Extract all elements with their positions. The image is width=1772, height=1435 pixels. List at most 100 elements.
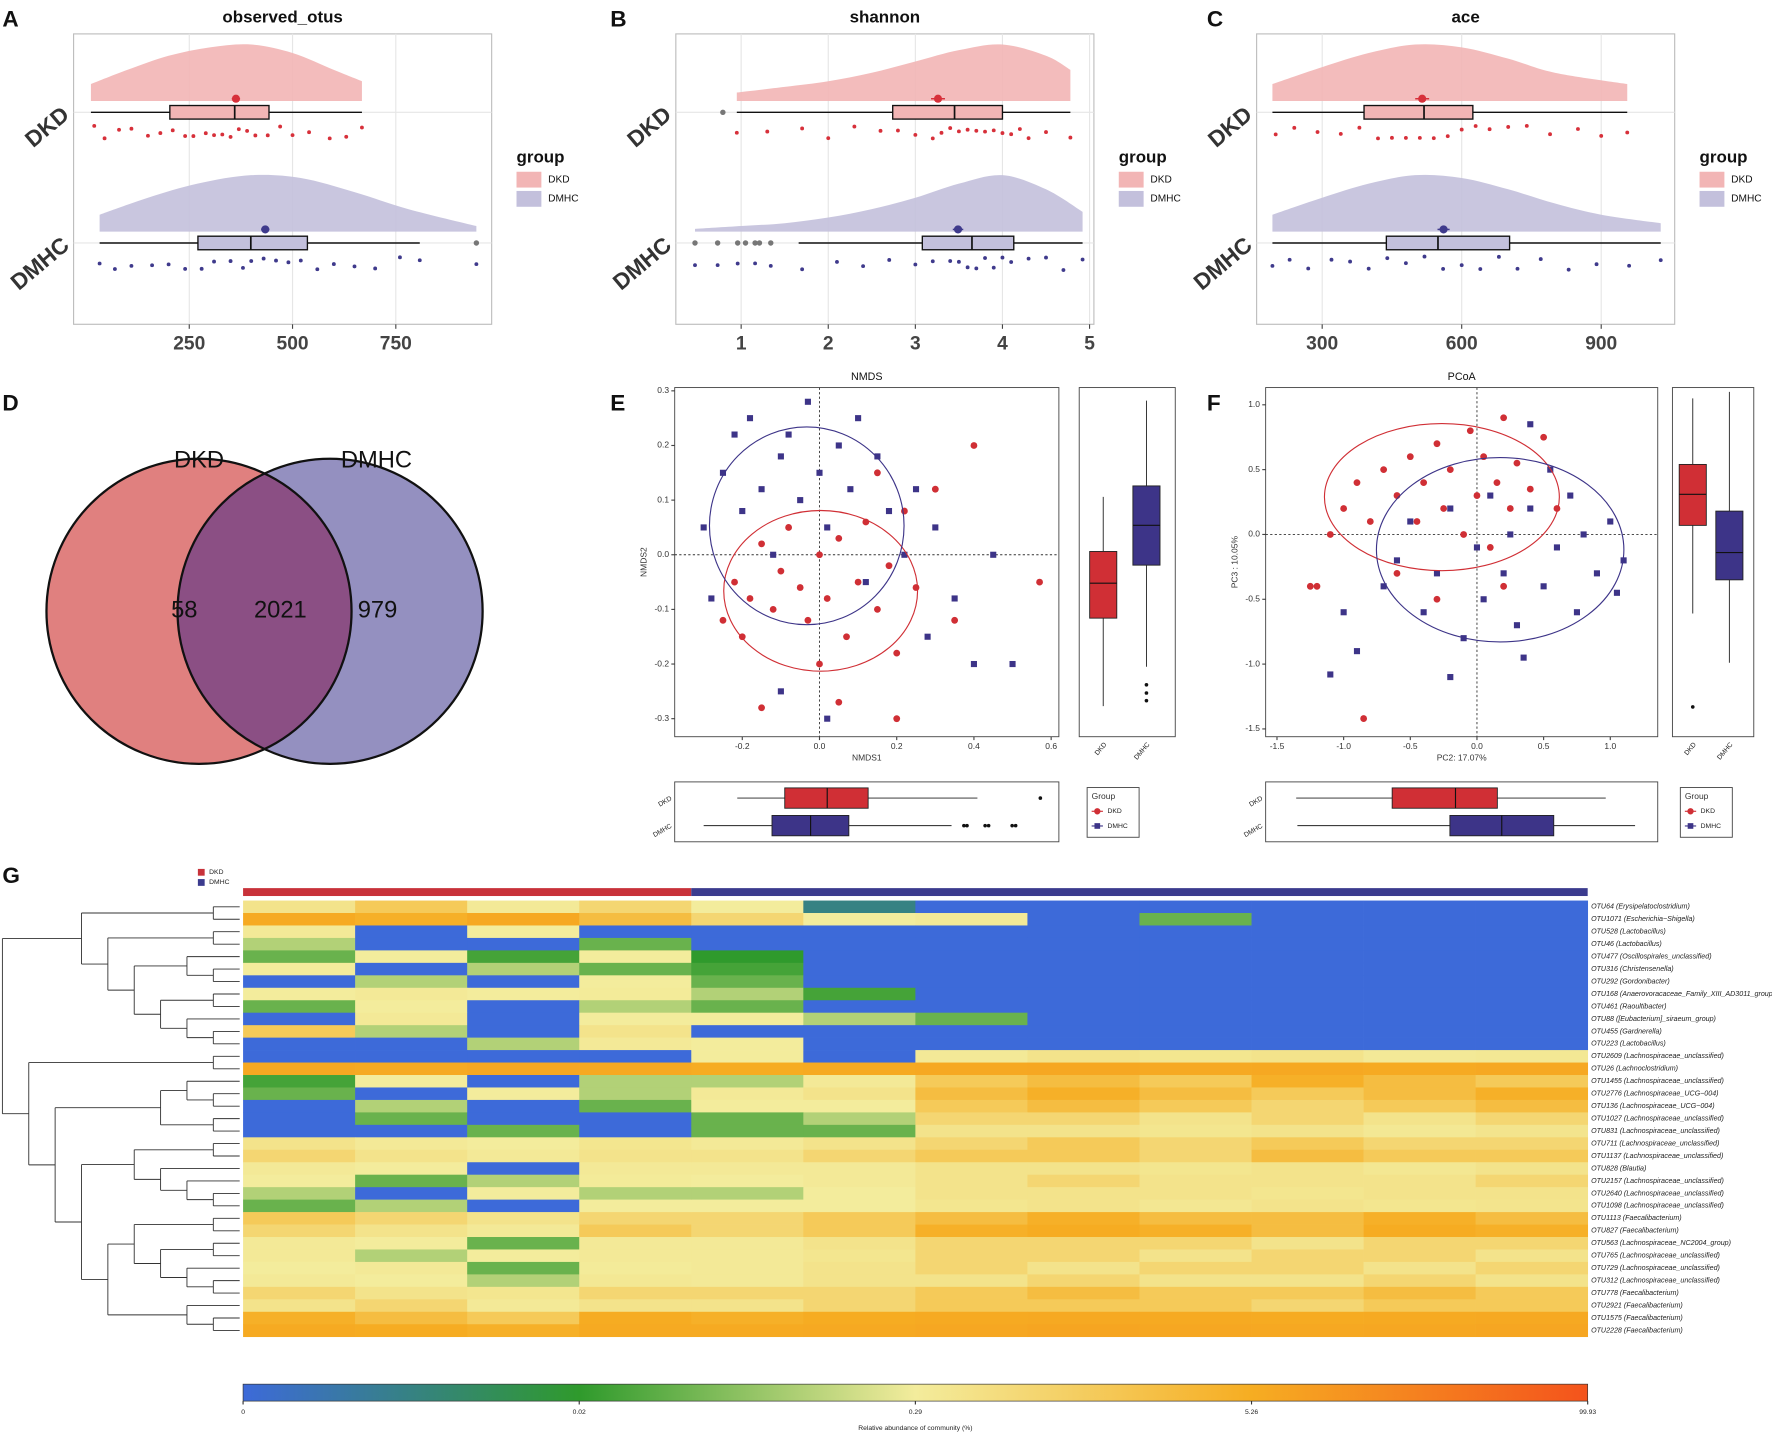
heatmap-cell: [579, 1237, 692, 1250]
data-point: [92, 123, 97, 128]
data-point: [1459, 127, 1464, 132]
heatmap-cell: [1475, 1149, 1589, 1163]
heatmap-cell: [1363, 1000, 1476, 1014]
venn-outline: [45, 457, 353, 765]
heatmap-cell: [691, 1212, 804, 1225]
heatmap-cell: [1139, 1087, 1252, 1101]
heatmap-cell: [579, 1199, 692, 1213]
box-category-label: DMHC: [1133, 741, 1151, 761]
heatmap-cell: [1027, 1199, 1140, 1213]
heatmap-cell: [1363, 1224, 1476, 1238]
data-point: [1473, 492, 1481, 499]
data-point: [769, 606, 777, 613]
y-category-label: DKD: [1203, 102, 1257, 153]
outlier: [742, 240, 749, 246]
heatmap-cell: [1139, 1311, 1252, 1325]
heatmap-cell: [691, 1174, 804, 1188]
data-point: [785, 524, 792, 531]
row-label: OTU1027 (Lachnospiraceae_unclassified): [1591, 1114, 1724, 1122]
heatmap-cell: [915, 1087, 1028, 1101]
data-point: [1441, 266, 1446, 271]
heatmap-cell: [1027, 1286, 1140, 1300]
data-point: [417, 258, 422, 263]
confidence-ellipse: [1375, 457, 1625, 643]
heatmap-cell: [467, 1112, 580, 1126]
heatmap-cell: [355, 1149, 468, 1163]
heatmap-cell: [1363, 950, 1476, 964]
data-point: [1513, 459, 1521, 467]
heatmap-cell: [355, 1062, 468, 1076]
heatmap-cell: [803, 1224, 916, 1238]
x-tick-label: -0.5: [1403, 741, 1418, 751]
heatmap-cell: [915, 1149, 1028, 1163]
data-point: [1446, 466, 1454, 474]
data-point: [1009, 660, 1016, 668]
heatmap-cell: [467, 1062, 580, 1076]
data-point: [1306, 266, 1311, 271]
heatmap-cell: [803, 1162, 916, 1176]
heatmap-cell: [1475, 1199, 1589, 1213]
data-point: [1573, 609, 1580, 616]
y-tick-label: -0.1: [654, 604, 669, 614]
data-point: [777, 567, 785, 575]
heatmap-cell: [243, 1311, 356, 1325]
data-point: [1500, 582, 1508, 590]
density-area: [1272, 174, 1661, 232]
data-point: [1360, 715, 1368, 722]
data-point: [212, 133, 216, 138]
heatmap-cell: [1139, 1099, 1252, 1113]
heatmap-cell: [243, 962, 356, 976]
y-tick-label: -0.3: [654, 713, 669, 723]
heatmap-cell: [355, 1299, 468, 1313]
heatmap-cell: [243, 975, 356, 989]
data-point: [1315, 130, 1320, 134]
heatmap-cell: [1251, 1087, 1364, 1101]
legend-label: DMHC: [1107, 823, 1127, 830]
heatmap-cell: [579, 1112, 692, 1126]
data-point: [1658, 258, 1663, 263]
heatmap-cell: [467, 1087, 580, 1101]
heatmap-cell: [1363, 1324, 1476, 1338]
heatmap-cell: [691, 1249, 804, 1263]
data-point: [1445, 134, 1450, 139]
legend-label: DMHC: [209, 879, 229, 886]
data-point: [824, 715, 831, 722]
data-point: [991, 265, 996, 270]
heatmap-cell: [355, 1286, 468, 1300]
data-point: [1403, 136, 1408, 140]
data-point: [1353, 479, 1361, 486]
legend-label: DKD: [548, 174, 569, 185]
heatmap-cell: [1475, 1050, 1589, 1063]
data-point: [1507, 531, 1514, 538]
row-label: OTU528 (Lactobacillus): [1591, 928, 1666, 936]
heatmap-cell: [1251, 1261, 1364, 1275]
data-point: [212, 259, 216, 264]
data-point: [835, 534, 843, 542]
heatmap-cell: [579, 1000, 692, 1014]
heatmap-cell: [243, 1187, 356, 1200]
heatmap-cell: [1027, 1037, 1140, 1051]
heatmap-cell: [355, 1311, 468, 1325]
data-point: [249, 259, 254, 263]
outlier: [1144, 691, 1149, 695]
data-point: [1613, 589, 1620, 596]
data-point: [146, 133, 150, 138]
box-category-label: DKD: [657, 795, 673, 808]
heatmap-cell: [1251, 962, 1364, 976]
data-point: [1413, 518, 1421, 525]
legend-label: DKD: [1150, 174, 1171, 185]
data-point: [983, 256, 987, 260]
data-point: [1447, 674, 1454, 681]
heatmap-cell: [691, 1261, 804, 1275]
data-point: [824, 524, 831, 531]
heatmap-cell: [1139, 1112, 1252, 1126]
y-tick-label: 0.5: [1248, 464, 1260, 474]
heatmap-cell: [803, 1299, 916, 1313]
row-label: OTU26 (Lachnoclostridium): [1591, 1065, 1678, 1073]
heatmap-cell: [243, 937, 356, 951]
heatmap-cell: [355, 1124, 468, 1138]
data-point: [220, 132, 225, 137]
heatmap-cell: [691, 1012, 804, 1026]
heatmap-cell: [915, 1137, 1028, 1151]
heatmap-cell: [1139, 1187, 1252, 1200]
